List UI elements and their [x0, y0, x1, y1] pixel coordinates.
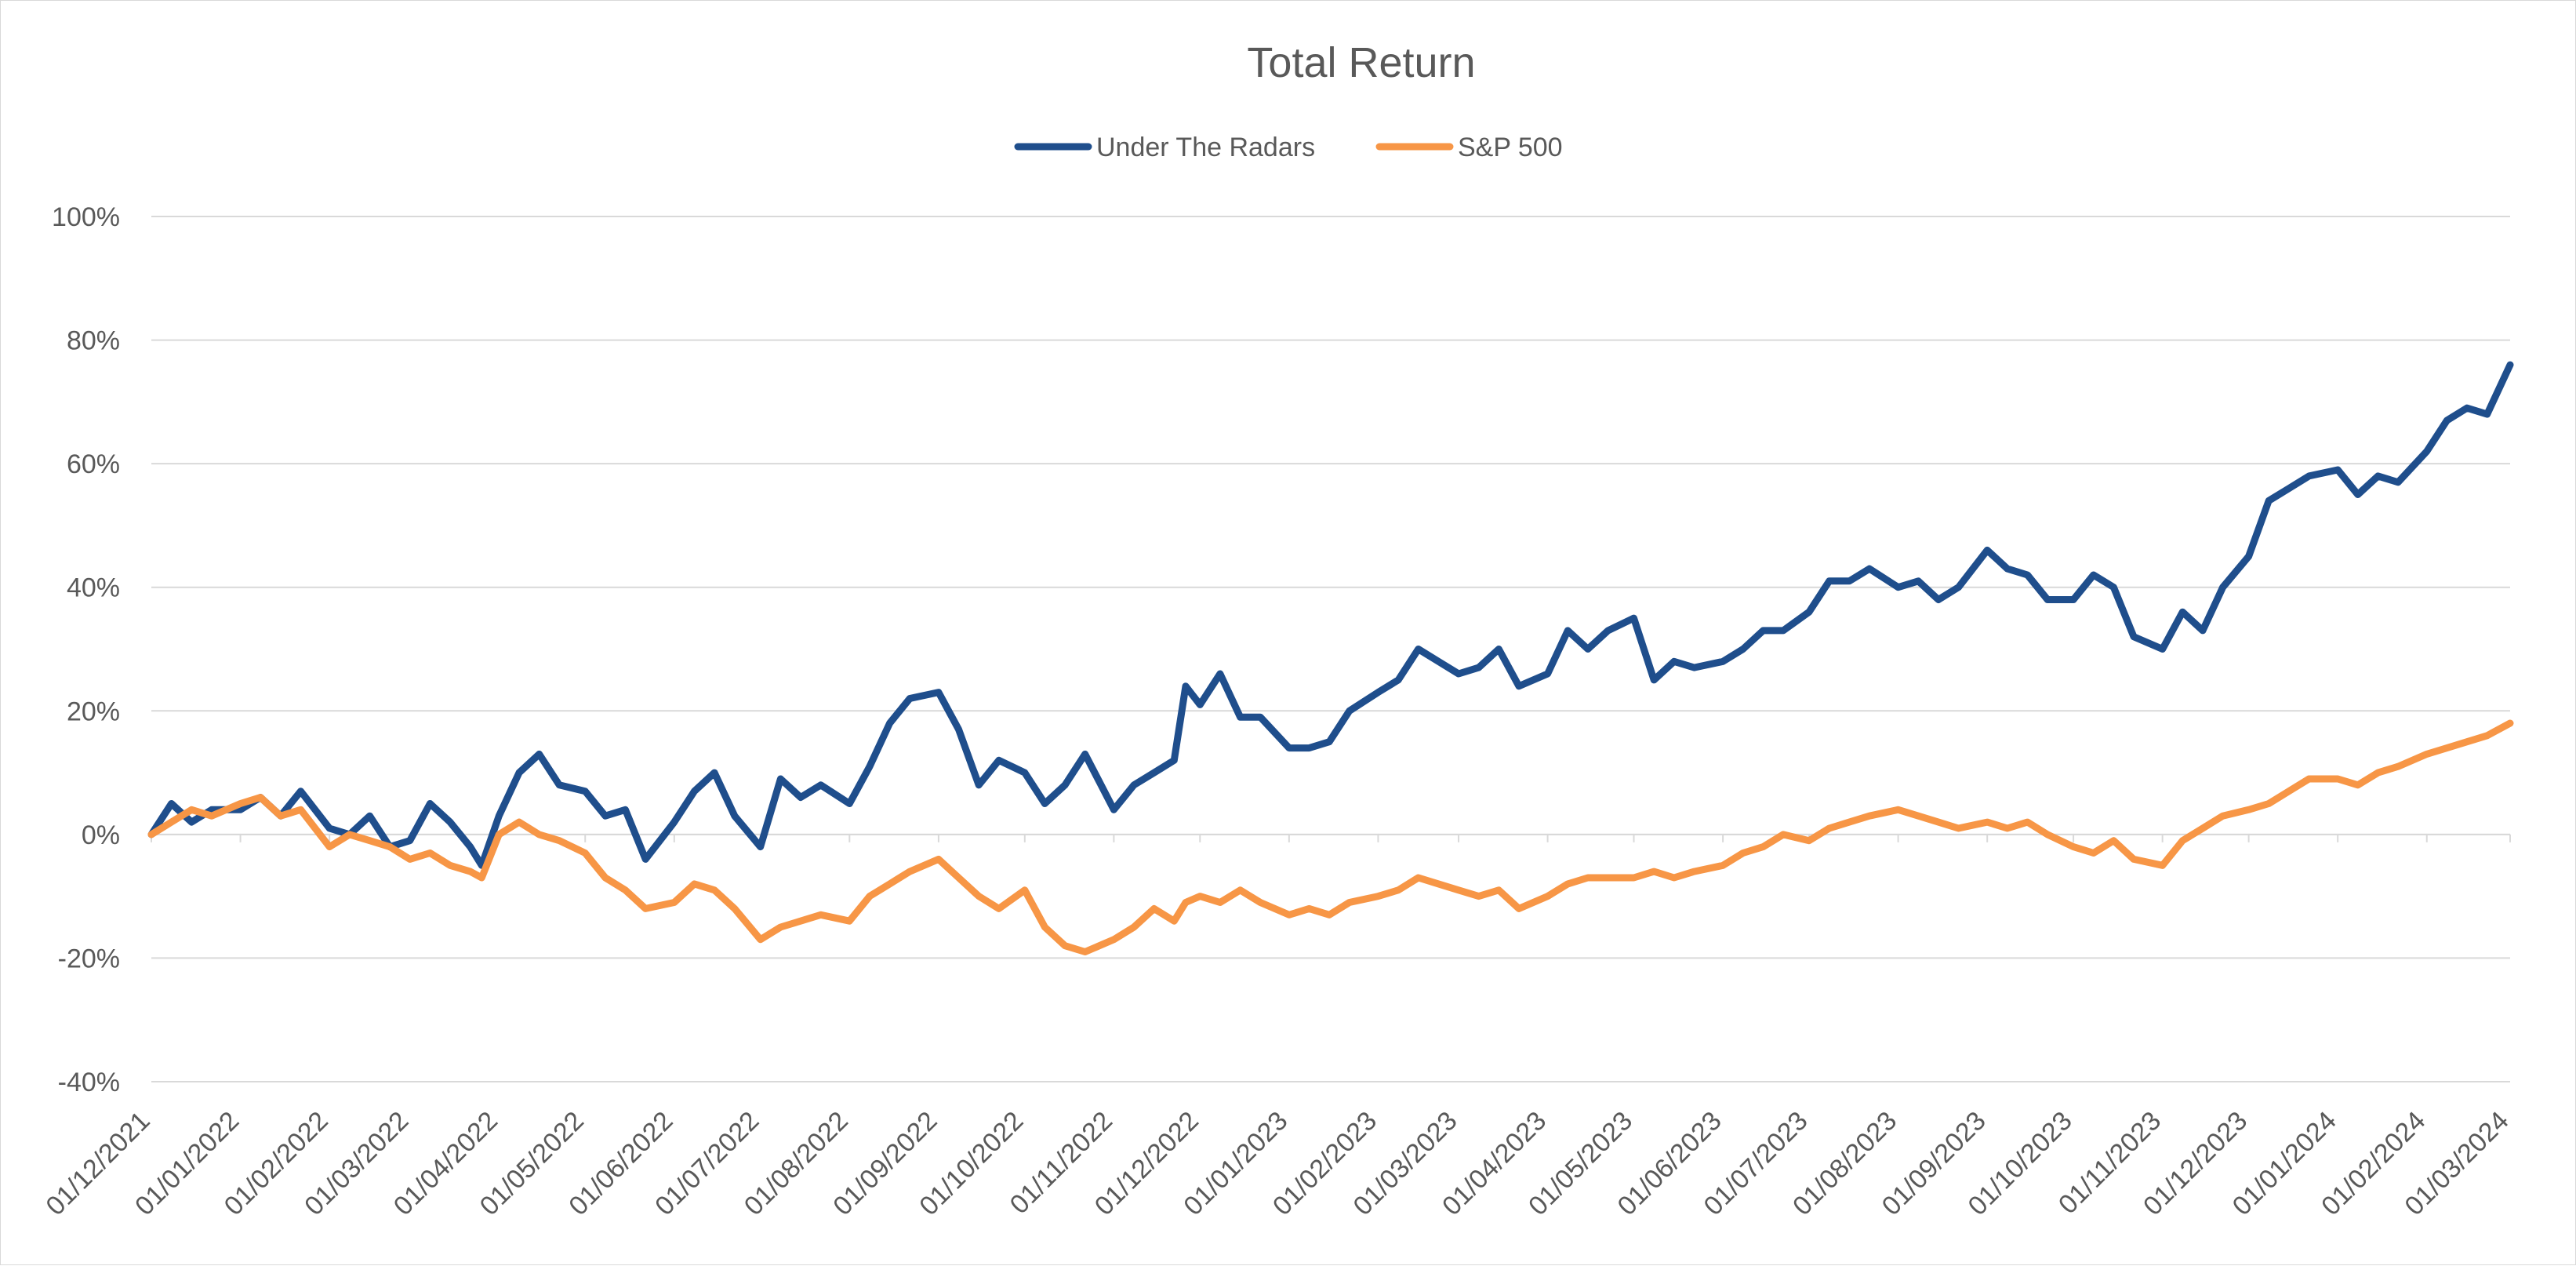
y-axis: 100% 80% 60% 40% 20% 0% -20% -40%	[52, 202, 120, 1097]
y-tick-label: 40%	[67, 573, 120, 603]
series-layer	[147, 361, 2514, 955]
y-tick-label: 80%	[67, 326, 120, 356]
legend: Under The Radars S&P 500	[1014, 133, 1563, 162]
y-tick-label: -40%	[58, 1068, 120, 1097]
y-tick-label: 100%	[52, 202, 120, 232]
y-tick-label: 60%	[67, 449, 120, 479]
legend-label-s-p-500: S&P 500	[1458, 133, 1563, 162]
legend-label-under-the-radars: Under The Radars	[1096, 133, 1315, 162]
y-tick-label: 20%	[67, 697, 120, 726]
x-axis: 01/12/202101/01/202201/02/202201/03/2022…	[40, 833, 2515, 1221]
series-line-under-the-radars	[147, 361, 2514, 869]
series-line-s-p-500	[147, 719, 2514, 955]
y-tick-label: -20%	[58, 944, 120, 973]
chart-title: Total Return	[1247, 39, 1475, 86]
y-tick-label: 0%	[82, 820, 120, 850]
gridlines	[151, 216, 2510, 1082]
